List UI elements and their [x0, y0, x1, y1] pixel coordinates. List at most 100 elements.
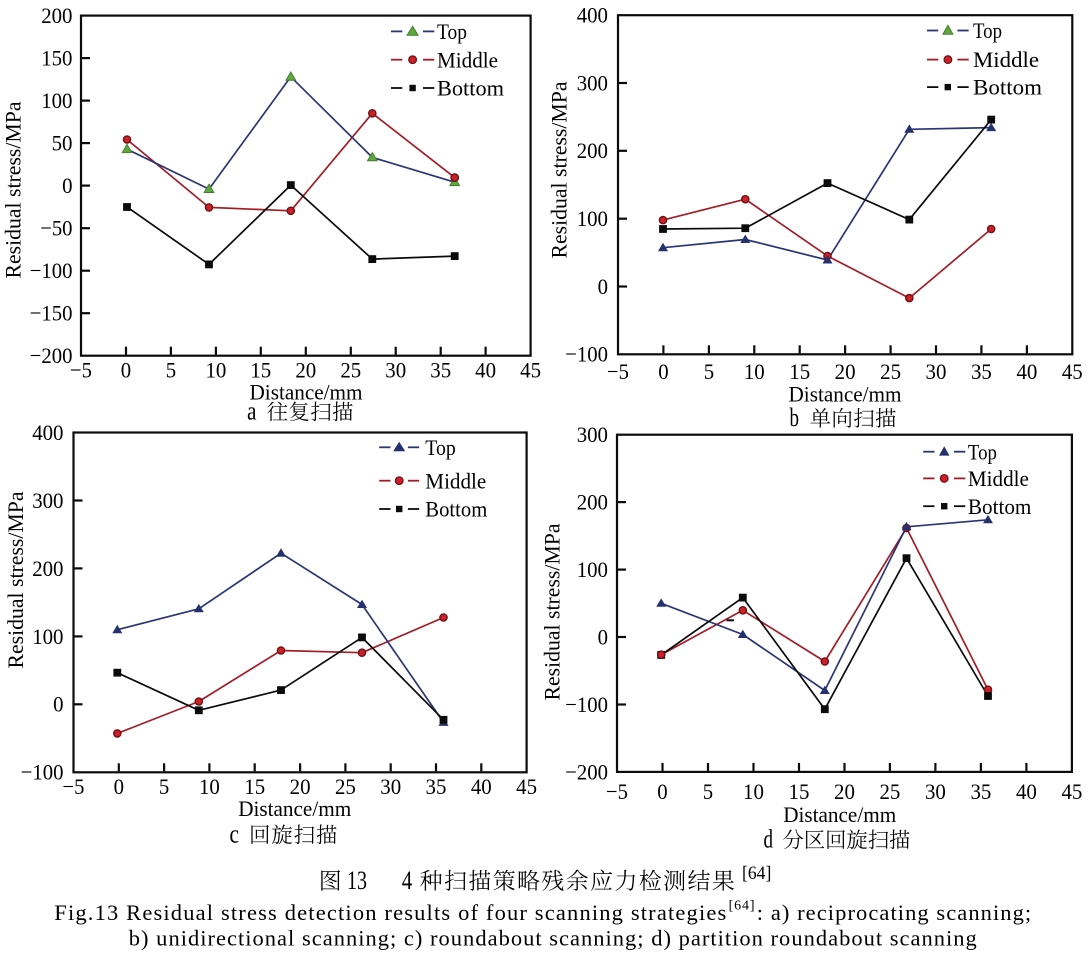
- svg-text:400: 400: [32, 420, 63, 445]
- svg-text:30: 30: [926, 359, 947, 384]
- svg-text:−200: −200: [30, 343, 73, 368]
- svg-text:45: 45: [516, 774, 537, 799]
- svg-text:25: 25: [340, 357, 361, 382]
- svg-text:−100: −100: [30, 258, 73, 283]
- svg-text:c: c: [230, 820, 240, 849]
- svg-text:Residual stress/MPa: Residual stress/MPa: [546, 81, 571, 258]
- svg-text:5: 5: [703, 779, 713, 804]
- svg-text:20: 20: [295, 357, 316, 382]
- svg-text:45: 45: [520, 357, 541, 382]
- svg-text:−100: −100: [21, 760, 64, 785]
- svg-text:200: 200: [577, 138, 608, 163]
- svg-text:200: 200: [577, 490, 608, 515]
- svg-text:15: 15: [244, 774, 265, 799]
- svg-text:Middle: Middle: [437, 47, 498, 72]
- svg-text:0: 0: [114, 774, 124, 799]
- svg-text:150: 150: [41, 46, 72, 71]
- svg-text:Top: Top: [968, 439, 997, 464]
- svg-text:0: 0: [598, 624, 608, 649]
- svg-text:−100: −100: [565, 342, 608, 367]
- svg-text:20: 20: [290, 774, 311, 799]
- svg-text:45: 45: [1061, 779, 1082, 804]
- svg-text:100: 100: [32, 624, 63, 649]
- svg-text:300: 300: [577, 70, 608, 95]
- svg-text:35: 35: [971, 359, 992, 384]
- svg-text:40: 40: [471, 774, 492, 799]
- svg-text:13: 13: [347, 866, 367, 895]
- svg-text:−100: −100: [565, 692, 608, 717]
- svg-text:Residual stress/MPa: Residual stress/MPa: [0, 101, 25, 278]
- svg-text:35: 35: [970, 779, 991, 804]
- svg-text:: a) reciprocating scanning;: : a) reciprocating scanning;: [757, 900, 1031, 925]
- svg-text:15: 15: [250, 357, 271, 382]
- svg-text:45: 45: [1062, 359, 1083, 384]
- svg-text:Distance/mm: Distance/mm: [250, 380, 363, 405]
- svg-text:100: 100: [41, 88, 72, 113]
- svg-text:4: 4: [402, 866, 413, 895]
- svg-text:100: 100: [577, 557, 608, 582]
- svg-text:10: 10: [205, 357, 226, 382]
- svg-text:5: 5: [704, 359, 714, 384]
- svg-text:10: 10: [743, 779, 764, 804]
- svg-text:10: 10: [199, 774, 220, 799]
- svg-text:Bottom: Bottom: [437, 76, 504, 101]
- svg-text:Fig.13 Residual stress detecti: Fig.13 Residual stress detection results…: [54, 900, 726, 925]
- svg-text:Distance/mm: Distance/mm: [783, 802, 896, 827]
- svg-text:−5: −5: [63, 774, 85, 799]
- svg-text:Middle: Middle: [968, 466, 1029, 491]
- svg-text:5: 5: [159, 774, 169, 799]
- svg-text:25: 25: [880, 359, 901, 384]
- svg-text:10: 10: [744, 359, 765, 384]
- svg-text:30: 30: [385, 357, 406, 382]
- svg-text:0: 0: [658, 359, 668, 384]
- svg-text:30: 30: [380, 774, 401, 799]
- svg-text:0: 0: [62, 173, 72, 198]
- svg-text:[64]: [64]: [729, 899, 755, 914]
- svg-text:Residual stress/MPa: Residual stress/MPa: [539, 523, 564, 700]
- svg-text:Top: Top: [973, 18, 1002, 43]
- svg-text:0: 0: [598, 274, 608, 299]
- svg-text:Bottom: Bottom: [973, 75, 1042, 100]
- svg-text:30: 30: [925, 779, 946, 804]
- svg-text:[64]: [64]: [742, 863, 771, 884]
- svg-text:300: 300: [577, 422, 608, 447]
- svg-text:200: 200: [41, 3, 72, 28]
- svg-text:20: 20: [834, 779, 855, 804]
- svg-text:−5: −5: [606, 779, 628, 804]
- svg-text:−150: −150: [30, 301, 73, 326]
- svg-text:0: 0: [53, 692, 63, 717]
- svg-text:Top: Top: [425, 435, 456, 460]
- svg-text:15: 15: [789, 359, 810, 384]
- svg-text:0: 0: [657, 779, 667, 804]
- svg-text:−5: −5: [70, 357, 92, 382]
- svg-text:50: 50: [52, 131, 73, 156]
- svg-text:−5: −5: [607, 359, 629, 384]
- svg-text:5: 5: [166, 357, 176, 382]
- svg-text:−200: −200: [565, 759, 608, 784]
- svg-text:15: 15: [789, 779, 810, 804]
- svg-text:40: 40: [475, 357, 496, 382]
- svg-text:400: 400: [577, 3, 608, 28]
- svg-text:0: 0: [121, 357, 131, 382]
- svg-text:40: 40: [1016, 359, 1037, 384]
- svg-text:b) unidirectional scanning; c): b) unidirectional scanning; c) roundabou…: [129, 926, 977, 951]
- svg-text:25: 25: [335, 774, 356, 799]
- svg-text:Middle: Middle: [973, 47, 1039, 72]
- svg-text:100: 100: [577, 206, 608, 231]
- svg-text:Distance/mm: Distance/mm: [789, 382, 902, 407]
- svg-text:300: 300: [32, 488, 63, 513]
- svg-text:d: d: [764, 825, 774, 854]
- svg-text:−50: −50: [40, 216, 72, 241]
- svg-text:25: 25: [879, 779, 900, 804]
- svg-text:a: a: [247, 397, 257, 426]
- svg-text:b: b: [790, 403, 800, 432]
- svg-text:Bottom: Bottom: [968, 494, 1032, 519]
- svg-text:200: 200: [32, 556, 63, 581]
- svg-text:Distance/mm: Distance/mm: [238, 796, 351, 821]
- svg-text:Top: Top: [437, 19, 467, 44]
- svg-text:35: 35: [430, 357, 451, 382]
- svg-text:Residual stress/MPa: Residual stress/MPa: [3, 491, 28, 668]
- svg-text:20: 20: [835, 359, 856, 384]
- svg-text:Middle: Middle: [425, 468, 486, 493]
- svg-text:35: 35: [426, 774, 447, 799]
